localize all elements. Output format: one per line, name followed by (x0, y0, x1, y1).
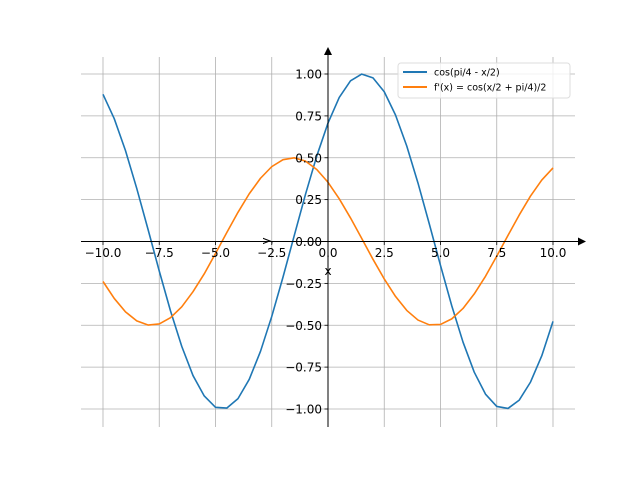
y-tick-label: 0.50 (295, 151, 322, 165)
y-tick-label: 1.00 (295, 68, 322, 82)
x-tick-label: −7.5 (145, 246, 174, 260)
legend-label-1: f'(x) = cos(x/2 + pi/4)/2 (434, 83, 546, 94)
y-tick-label: 0.00 (295, 235, 322, 249)
tick-labels: −10.0 −7.5 −5.0 −2.5 0.0 2.5 5.0 7.5 10.0 −1.00 −0… (85, 68, 567, 417)
legend-box (397, 62, 571, 99)
x-axis-label: x (324, 264, 331, 278)
y-tick-label: −0.25 (285, 277, 322, 291)
y-axis-label: y (259, 237, 273, 244)
legend-label-0: cos(pi/4 - x/2) (434, 68, 500, 79)
y-tick-label: −0.75 (285, 361, 322, 375)
axes (81, 47, 586, 427)
y-tick-label: 0.75 (295, 109, 322, 123)
x-tick-label: 7.5 (487, 246, 506, 260)
legend: cos(pi/4 - x/2) f'(x) = cos(x/2 + pi/4)/… (397, 62, 571, 99)
x-tick-label: −5.0 (201, 246, 230, 260)
x-tick-label: 10.0 (540, 246, 567, 260)
x-tick-label: −10.0 (85, 246, 122, 260)
x-tick-label: −2.5 (257, 246, 286, 260)
x-axis-arrow-icon (578, 237, 586, 246)
x-tick-label: 2.5 (375, 246, 394, 260)
x-tick-label: 5.0 (431, 246, 450, 260)
x-tick-label: 0.0 (318, 246, 337, 260)
y-tick-label: 0.25 (295, 193, 322, 207)
y-axis-arrow-icon (324, 47, 332, 55)
y-tick-label: −0.50 (285, 319, 322, 333)
y-tick-label: −1.00 (285, 403, 322, 417)
